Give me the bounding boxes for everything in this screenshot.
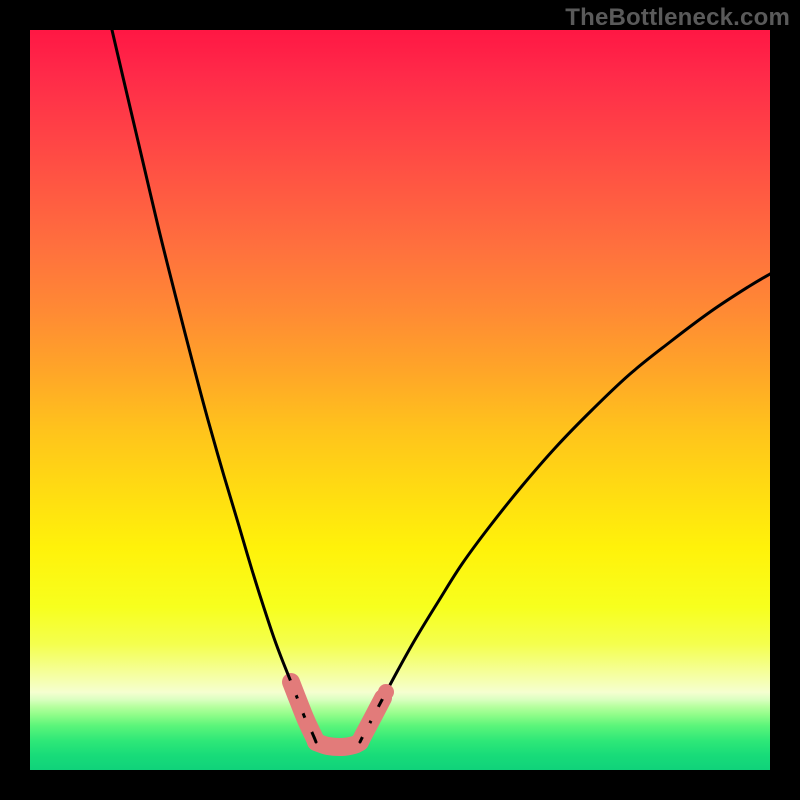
chart-container: TheBottleneck.com — [0, 0, 800, 800]
watermark-text: TheBottleneck.com — [565, 4, 790, 32]
plot-area — [30, 30, 770, 770]
gradient-background — [30, 30, 770, 770]
